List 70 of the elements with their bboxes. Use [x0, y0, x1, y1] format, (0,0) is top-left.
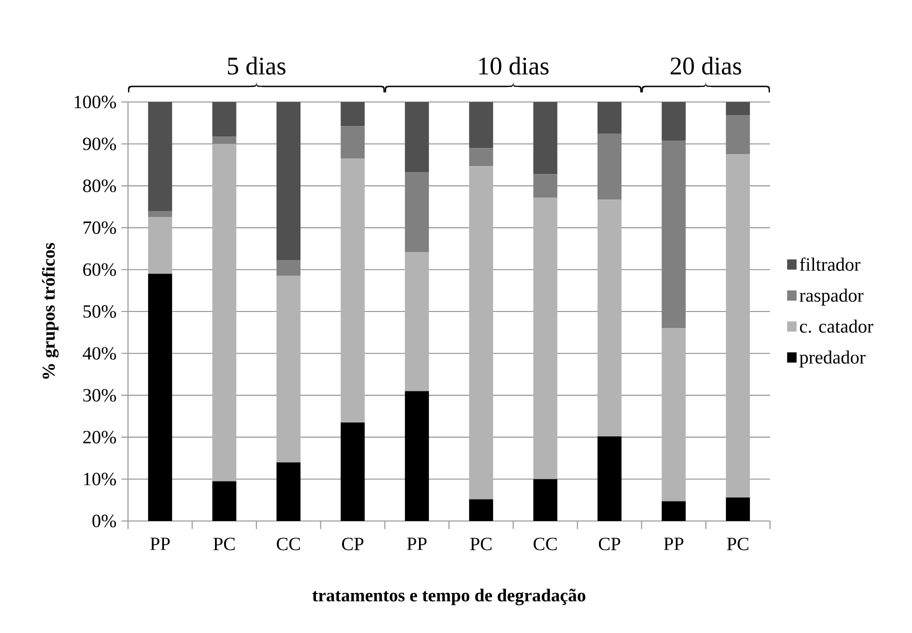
bar [276, 102, 301, 260]
bar [662, 140, 686, 328]
bar [148, 102, 172, 211]
x-tick-label: PP [664, 538, 684, 550]
bar [533, 198, 558, 480]
y-tick-label: 70% [84, 221, 116, 234]
bar [404, 172, 429, 252]
bar [533, 479, 558, 521]
x-tick-label: PC [727, 538, 748, 550]
bar [598, 200, 622, 436]
text: 5 dias [228, 56, 286, 75]
bar [276, 462, 301, 521]
bar [212, 136, 236, 144]
y-tick-label: 80% [83, 179, 116, 192]
x-tick-label: PP [150, 538, 170, 550]
bar [726, 102, 750, 115]
bar [662, 102, 686, 141]
bar [276, 260, 301, 276]
x-axis-title: tratamentos e tempo de degradação [312, 588, 586, 606]
bar [598, 134, 622, 200]
bar [340, 422, 365, 521]
x-tick-label: CC [534, 538, 557, 550]
x-tick-label: PP [407, 538, 427, 550]
y-axis-title: % grupos tróficos [42, 242, 59, 379]
bar [148, 274, 172, 521]
bar [148, 210, 172, 218]
x-tick-label: CP [598, 538, 620, 550]
bar [469, 166, 494, 500]
bar [598, 102, 622, 134]
bar [533, 102, 558, 174]
legend-label: raspador [800, 288, 864, 306]
bar [404, 391, 429, 521]
legend-label: filtrador [800, 257, 860, 271]
bar [598, 436, 622, 521]
bar [340, 126, 365, 159]
bar [726, 114, 750, 154]
bar [276, 276, 301, 462]
y-tick-label: 50% [84, 305, 116, 318]
x-tick-label: PC [470, 538, 492, 550]
bar [533, 174, 558, 198]
bar [469, 499, 494, 521]
legend-label: predador [800, 350, 866, 368]
bar [212, 481, 236, 521]
bar [662, 501, 686, 521]
bar [404, 252, 429, 392]
y-tick-label: 0% [92, 514, 116, 528]
bar [726, 154, 750, 498]
x-tick-label: PC [213, 538, 235, 550]
bar [148, 217, 172, 274]
y-tick-label: 90% [83, 138, 116, 150]
bar [212, 144, 236, 482]
bar [340, 102, 365, 126]
text: 10 dias [479, 56, 549, 75]
bar [340, 158, 365, 423]
bar [212, 102, 236, 137]
bar [726, 498, 750, 521]
y-tick-label: 40% [82, 347, 116, 360]
y-tick-label: 10% [84, 472, 116, 486]
bar [469, 148, 494, 166]
x-tick-label: CP [342, 538, 364, 550]
y-tick-label: 30% [83, 388, 116, 402]
y-tick-label: 60% [83, 263, 116, 276]
legend-label: c. catador [800, 320, 874, 333]
y-tick-label: 20% [83, 430, 116, 444]
bar [404, 102, 429, 172]
text: 20 dias [670, 56, 742, 75]
bar [469, 102, 494, 148]
y-tick-label: 100% [74, 96, 116, 108]
x-tick-label: CC [276, 538, 300, 550]
bar [662, 328, 686, 502]
